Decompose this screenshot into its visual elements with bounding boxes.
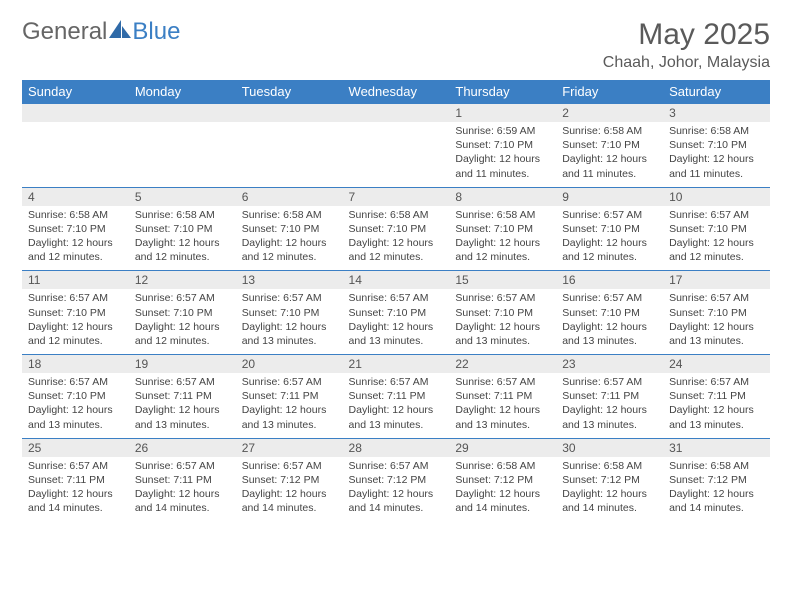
calendar-body: 123Sunrise: 6:59 AMSunset: 7:10 PMDaylig… (22, 104, 770, 522)
day-details: Sunrise: 6:57 AMSunset: 7:10 PMDaylight:… (22, 289, 129, 354)
day-details: Sunrise: 6:58 AMSunset: 7:10 PMDaylight:… (236, 206, 343, 271)
week-number-row: 18192021222324 (22, 355, 770, 374)
day-details (22, 122, 129, 187)
day-number: 12 (129, 271, 236, 290)
day-details: Sunrise: 6:58 AMSunset: 7:12 PMDaylight:… (449, 457, 556, 522)
week-detail-row: Sunrise: 6:58 AMSunset: 7:10 PMDaylight:… (22, 206, 770, 271)
day-details: Sunrise: 6:58 AMSunset: 7:10 PMDaylight:… (449, 206, 556, 271)
day-details: Sunrise: 6:58 AMSunset: 7:10 PMDaylight:… (556, 122, 663, 187)
day-number: 7 (343, 187, 450, 206)
day-details: Sunrise: 6:57 AMSunset: 7:12 PMDaylight:… (343, 457, 450, 522)
day-number (129, 104, 236, 123)
day-number (343, 104, 450, 123)
day-number: 9 (556, 187, 663, 206)
day-header: Thursday (449, 80, 556, 104)
day-number: 25 (22, 438, 129, 457)
day-number: 22 (449, 355, 556, 374)
day-header: Wednesday (343, 80, 450, 104)
title-block: May 2025 Chaah, Johor, Malaysia (603, 18, 770, 72)
day-number: 6 (236, 187, 343, 206)
location-title: Chaah, Johor, Malaysia (603, 54, 770, 72)
day-details: Sunrise: 6:58 AMSunset: 7:10 PMDaylight:… (22, 206, 129, 271)
sail-icon (109, 20, 131, 38)
day-details: Sunrise: 6:57 AMSunset: 7:10 PMDaylight:… (449, 289, 556, 354)
day-header: Saturday (663, 80, 770, 104)
day-number: 13 (236, 271, 343, 290)
calendar-table: Sunday Monday Tuesday Wednesday Thursday… (22, 80, 770, 521)
day-details (343, 122, 450, 187)
day-number: 17 (663, 271, 770, 290)
day-number: 20 (236, 355, 343, 374)
day-details: Sunrise: 6:58 AMSunset: 7:10 PMDaylight:… (129, 206, 236, 271)
day-details (236, 122, 343, 187)
week-detail-row: Sunrise: 6:57 AMSunset: 7:11 PMDaylight:… (22, 457, 770, 522)
day-details: Sunrise: 6:57 AMSunset: 7:10 PMDaylight:… (236, 289, 343, 354)
day-details: Sunrise: 6:57 AMSunset: 7:11 PMDaylight:… (236, 373, 343, 438)
day-details: Sunrise: 6:57 AMSunset: 7:11 PMDaylight:… (449, 373, 556, 438)
day-number: 29 (449, 438, 556, 457)
brand-part2: Blue (132, 18, 180, 46)
day-number (236, 104, 343, 123)
day-details: Sunrise: 6:57 AMSunset: 7:10 PMDaylight:… (663, 289, 770, 354)
day-header-row: Sunday Monday Tuesday Wednesday Thursday… (22, 80, 770, 104)
day-details: Sunrise: 6:58 AMSunset: 7:10 PMDaylight:… (343, 206, 450, 271)
brand-part1: General (22, 18, 107, 46)
day-number: 8 (449, 187, 556, 206)
day-details: Sunrise: 6:58 AMSunset: 7:12 PMDaylight:… (663, 457, 770, 522)
day-details: Sunrise: 6:57 AMSunset: 7:10 PMDaylight:… (22, 373, 129, 438)
day-number: 30 (556, 438, 663, 457)
week-number-row: 25262728293031 (22, 438, 770, 457)
day-details (129, 122, 236, 187)
day-number: 5 (129, 187, 236, 206)
day-details: Sunrise: 6:57 AMSunset: 7:11 PMDaylight:… (129, 457, 236, 522)
day-number: 28 (343, 438, 450, 457)
day-number: 19 (129, 355, 236, 374)
day-number: 3 (663, 104, 770, 123)
day-number: 18 (22, 355, 129, 374)
week-detail-row: Sunrise: 6:57 AMSunset: 7:10 PMDaylight:… (22, 289, 770, 354)
day-header: Tuesday (236, 80, 343, 104)
day-number: 11 (22, 271, 129, 290)
brand-logo: General Blue (22, 18, 180, 46)
day-number: 21 (343, 355, 450, 374)
day-details: Sunrise: 6:57 AMSunset: 7:11 PMDaylight:… (129, 373, 236, 438)
month-title: May 2025 (603, 18, 770, 52)
day-number: 16 (556, 271, 663, 290)
day-number (22, 104, 129, 123)
day-header: Friday (556, 80, 663, 104)
day-details: Sunrise: 6:59 AMSunset: 7:10 PMDaylight:… (449, 122, 556, 187)
day-number: 14 (343, 271, 450, 290)
day-number: 2 (556, 104, 663, 123)
day-details: Sunrise: 6:57 AMSunset: 7:10 PMDaylight:… (343, 289, 450, 354)
day-number: 4 (22, 187, 129, 206)
day-header: Sunday (22, 80, 129, 104)
day-number: 1 (449, 104, 556, 123)
day-number: 27 (236, 438, 343, 457)
day-number: 15 (449, 271, 556, 290)
day-details: Sunrise: 6:57 AMSunset: 7:10 PMDaylight:… (556, 206, 663, 271)
day-number: 23 (556, 355, 663, 374)
page-header: General Blue May 2025 Chaah, Johor, Mala… (22, 18, 770, 72)
day-number: 24 (663, 355, 770, 374)
week-detail-row: Sunrise: 6:59 AMSunset: 7:10 PMDaylight:… (22, 122, 770, 187)
day-details: Sunrise: 6:57 AMSunset: 7:10 PMDaylight:… (129, 289, 236, 354)
day-details: Sunrise: 6:57 AMSunset: 7:11 PMDaylight:… (22, 457, 129, 522)
day-details: Sunrise: 6:58 AMSunset: 7:10 PMDaylight:… (663, 122, 770, 187)
day-header: Monday (129, 80, 236, 104)
day-details: Sunrise: 6:57 AMSunset: 7:12 PMDaylight:… (236, 457, 343, 522)
week-detail-row: Sunrise: 6:57 AMSunset: 7:10 PMDaylight:… (22, 373, 770, 438)
day-number: 10 (663, 187, 770, 206)
day-details: Sunrise: 6:57 AMSunset: 7:10 PMDaylight:… (556, 289, 663, 354)
day-number: 26 (129, 438, 236, 457)
day-details: Sunrise: 6:57 AMSunset: 7:11 PMDaylight:… (663, 373, 770, 438)
week-number-row: 123 (22, 104, 770, 123)
day-details: Sunrise: 6:58 AMSunset: 7:12 PMDaylight:… (556, 457, 663, 522)
day-details: Sunrise: 6:57 AMSunset: 7:11 PMDaylight:… (556, 373, 663, 438)
week-number-row: 11121314151617 (22, 271, 770, 290)
day-number: 31 (663, 438, 770, 457)
day-details: Sunrise: 6:57 AMSunset: 7:11 PMDaylight:… (343, 373, 450, 438)
day-details: Sunrise: 6:57 AMSunset: 7:10 PMDaylight:… (663, 206, 770, 271)
week-number-row: 45678910 (22, 187, 770, 206)
